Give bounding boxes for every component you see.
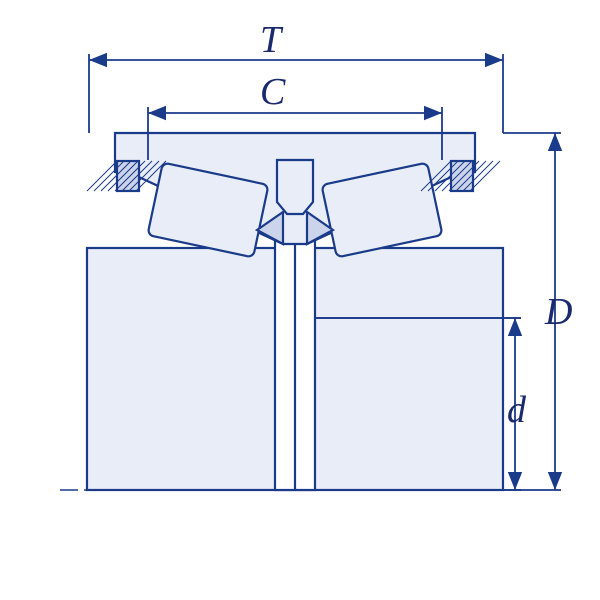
bearing-diagram: T C D d [0, 0, 600, 600]
diagram-svg [0, 0, 600, 600]
